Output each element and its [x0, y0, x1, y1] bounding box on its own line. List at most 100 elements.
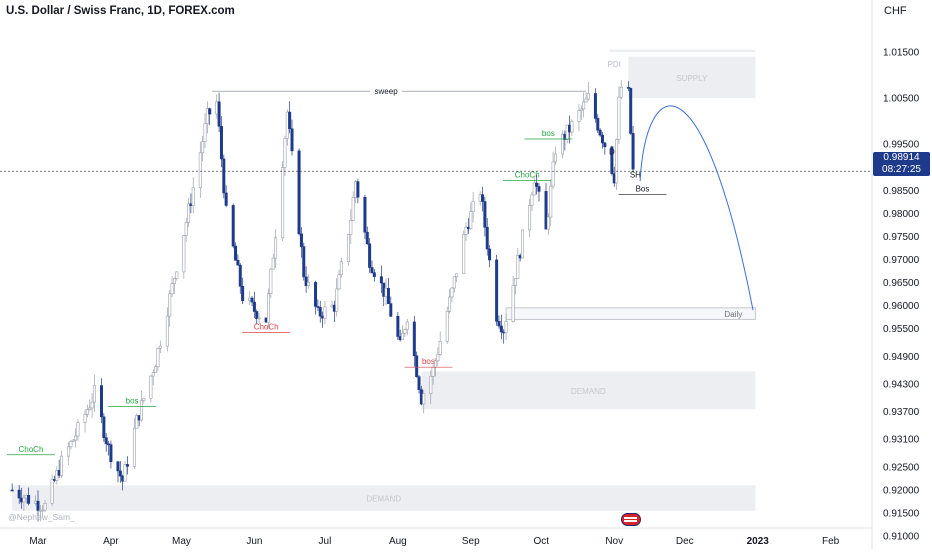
currency-label: CHF	[884, 5, 907, 17]
price-tick-label: 0.98500	[883, 186, 920, 197]
candle-body	[189, 203, 193, 206]
candle-body	[184, 222, 188, 236]
candle-body	[257, 317, 261, 320]
candle-body	[532, 182, 536, 196]
candle-body	[107, 443, 111, 446]
time-tick-label: Apr	[103, 536, 119, 547]
candle-body	[504, 321, 508, 333]
candle-body	[55, 470, 59, 481]
structure-label: bos	[542, 129, 555, 138]
candle-body	[379, 276, 383, 284]
candle-body	[215, 101, 219, 115]
candle-body	[603, 142, 607, 148]
candle-body	[469, 211, 473, 230]
price-tick-label: 0.95500	[883, 324, 920, 335]
candle-body	[570, 121, 574, 133]
candle-body	[560, 133, 564, 155]
candle-body	[485, 226, 489, 250]
candle-body	[521, 229, 525, 259]
candle-body	[304, 276, 308, 286]
candle-body	[481, 194, 485, 202]
candle-body	[208, 108, 212, 115]
candle-body	[22, 497, 26, 503]
candle-body	[396, 316, 400, 337]
structure-label: sweep	[375, 87, 399, 96]
time-tick-label: Sep	[462, 536, 480, 547]
candle-body	[299, 233, 303, 247]
candle-body	[356, 181, 360, 198]
candle-body	[281, 167, 285, 239]
candle-body	[478, 194, 482, 202]
candle-body	[123, 464, 127, 482]
candle-body	[513, 278, 517, 286]
candle-body	[241, 285, 245, 301]
candle-body	[266, 293, 270, 323]
price-zone	[421, 371, 756, 410]
candle-body	[584, 98, 588, 103]
candle-body	[429, 375, 433, 394]
structure-label: ChoCh	[515, 170, 540, 179]
candle-body	[34, 500, 38, 504]
last-price-value: 0.98914	[883, 152, 920, 163]
candle-body	[149, 375, 153, 399]
candle-body	[497, 321, 501, 327]
candle-body	[330, 304, 334, 308]
candle-body	[203, 123, 207, 142]
bar-countdown: 08:27:25	[882, 164, 921, 175]
candle-body	[219, 126, 223, 160]
price-tick-label: 0.96000	[883, 301, 920, 312]
candle-body	[629, 87, 633, 134]
candle-body	[187, 203, 191, 223]
candle-body	[615, 139, 619, 184]
candle-body	[551, 161, 555, 187]
candle-body	[102, 416, 106, 438]
candle-body	[248, 297, 252, 301]
candle-body	[346, 234, 350, 263]
candle-body	[116, 461, 120, 472]
candle-body	[74, 435, 78, 441]
structure-label: ChoCh	[18, 445, 43, 454]
time-tick-label: May	[172, 536, 191, 547]
candle-body	[549, 185, 553, 218]
candle-body	[386, 288, 390, 304]
candle-body	[464, 226, 468, 235]
candle-body	[76, 422, 80, 437]
candle-body	[619, 87, 623, 98]
time-tick-label: Jun	[246, 536, 262, 547]
candle-body	[466, 226, 470, 230]
price-tick-label: 0.94300	[883, 379, 920, 390]
candle-body	[151, 372, 155, 377]
candle-body	[502, 331, 506, 334]
candle-body	[85, 409, 89, 415]
candle-body	[354, 181, 358, 198]
candle-body	[20, 497, 24, 503]
candle-body	[314, 282, 318, 307]
candle-body	[109, 444, 113, 463]
candle-body	[255, 311, 259, 319]
price-zone	[628, 56, 756, 99]
candle-body	[67, 446, 71, 457]
candle-body	[323, 306, 327, 319]
candle-body	[125, 464, 129, 467]
candle-body	[483, 201, 487, 228]
candle-body	[236, 260, 240, 266]
candle-body	[518, 255, 522, 259]
candle-body	[92, 385, 96, 403]
candle-body	[321, 315, 325, 319]
candle-body	[205, 108, 209, 125]
candle-body	[448, 296, 452, 312]
candle-body	[90, 401, 94, 409]
candle-body	[339, 261, 343, 275]
candle-body	[118, 470, 122, 477]
zone-label: SUPPLY	[676, 74, 708, 83]
structure-label: ChoCh	[254, 323, 279, 332]
candle-body	[499, 325, 503, 333]
zone-label: DEMAND	[366, 495, 401, 504]
candle-body	[231, 205, 235, 247]
price-tick-label: 0.91500	[883, 509, 920, 520]
candle-body	[384, 288, 388, 297]
candle-body	[495, 259, 499, 322]
candle-body	[405, 321, 409, 330]
